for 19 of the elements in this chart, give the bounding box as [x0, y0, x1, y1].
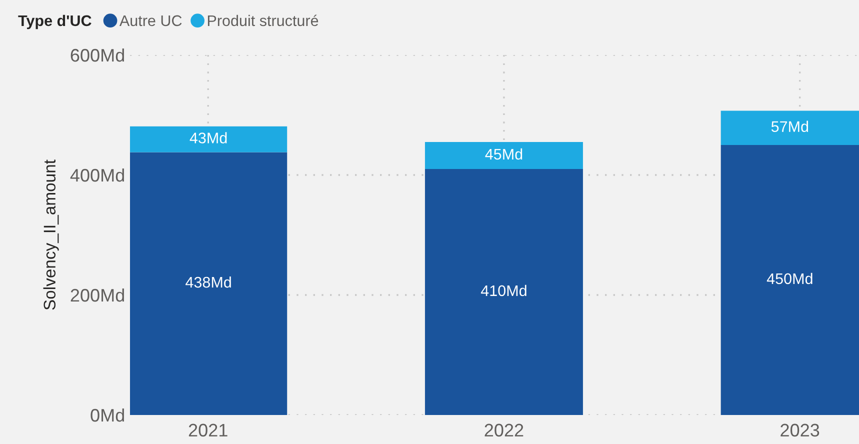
data-label: 57Md — [771, 120, 808, 132]
bar — [130, 126, 288, 152]
data-label: 410Md — [480, 284, 526, 296]
legend-title: Type d'UC — [18, 14, 92, 30]
y-tick-label: 600Md — [70, 48, 124, 62]
data-label: 45Md — [485, 148, 522, 160]
y-tick-label: 0Md — [90, 408, 124, 422]
data-label: 450Md — [766, 272, 812, 284]
y-tick-label: 400Md — [70, 168, 124, 182]
bar — [130, 152, 288, 415]
legend-label: Produit structuré — [208, 14, 318, 26]
y-axis-title: Solvency_II_amount — [43, 160, 59, 310]
x-tick-label: 2021 — [188, 424, 228, 437]
x-tick-label: 2023 — [780, 424, 820, 437]
y-tick-label: 200Md — [70, 288, 124, 302]
x-tick-label: 2022 — [484, 424, 524, 437]
data-label: 43Md — [190, 132, 227, 144]
data-label: 438Md — [186, 276, 231, 288]
legend-label: Autre UC — [119, 15, 182, 26]
